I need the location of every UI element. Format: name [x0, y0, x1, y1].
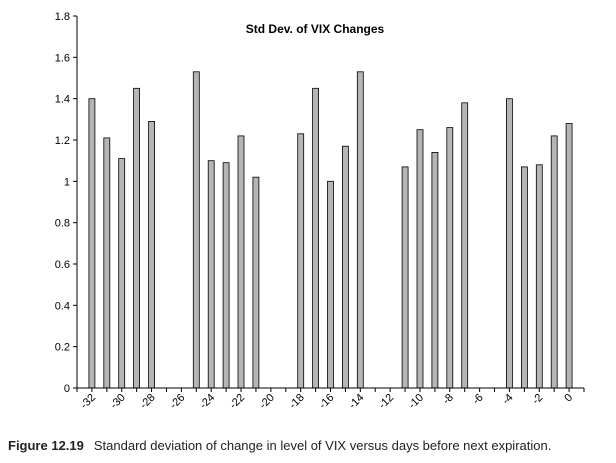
bar-day-0 — [565, 123, 573, 389]
bar-day-m25 — [192, 71, 200, 389]
x-tick-label: -6 — [470, 392, 485, 407]
bar-day-m29 — [133, 87, 141, 389]
bar-day-m9 — [431, 151, 439, 389]
bar-day-m23 — [222, 162, 230, 389]
bar-day-m15 — [341, 145, 349, 389]
x-tick-label: -32 — [78, 392, 98, 412]
x-tick-label: -22 — [227, 392, 247, 412]
bar-day-m14 — [356, 71, 364, 389]
y-tick-label: 1.2 — [55, 135, 70, 147]
y-tick-label: 0.2 — [55, 342, 70, 354]
x-tick-label: -20 — [257, 392, 277, 412]
x-tick-label: -28 — [138, 392, 158, 412]
y-tick-label: 0.4 — [55, 300, 70, 312]
figure-label: Figure 12.19 — [8, 438, 84, 453]
bar-day-m1 — [550, 135, 558, 389]
y-tick-label: 0.8 — [55, 218, 70, 230]
bar-day-m2 — [535, 164, 543, 389]
chart-title: Std Dev. of VIX Changes — [246, 22, 385, 36]
x-tick-label: -4 — [500, 392, 515, 407]
x-tick-label: -8 — [441, 392, 456, 407]
bar-day-m22 — [237, 135, 245, 389]
x-tick-label: 0 — [562, 392, 575, 405]
y-tick-label: 1.6 — [55, 52, 70, 64]
bar-day-m11 — [401, 166, 409, 389]
bar-day-m28 — [148, 121, 156, 389]
y-tick-label: 0 — [64, 383, 70, 395]
y-tick-label: 1 — [64, 176, 70, 188]
x-tick-label: -16 — [317, 392, 337, 412]
bar-day-m32 — [88, 98, 96, 389]
bar-day-m30 — [118, 158, 126, 389]
y-tick-label: 1.8 — [55, 11, 70, 23]
bar-day-m8 — [446, 127, 454, 389]
x-tick-label: -10 — [406, 392, 426, 412]
x-tick-label: -30 — [108, 392, 128, 412]
bar-day-m4 — [505, 98, 513, 389]
y-tick-label: 0.6 — [55, 259, 70, 271]
bar-day-m21 — [252, 176, 260, 389]
x-tick-label: -14 — [347, 392, 367, 412]
bar-day-m3 — [521, 166, 528, 389]
bar-day-m18 — [297, 133, 305, 389]
y-tick-label: 1.4 — [55, 94, 70, 106]
x-tick-label: -26 — [168, 392, 188, 412]
bar-day-m31 — [103, 137, 111, 389]
bar-day-m10 — [416, 129, 424, 389]
x-tick-label: -24 — [198, 392, 218, 412]
bar-chart: Std Dev. of VIX Changes 0 0.2 0.4 0.6 0.8 1 1.… — [55, 11, 585, 412]
bar-day-m17 — [312, 87, 320, 389]
bar-day-m24 — [207, 160, 215, 389]
bar-day-m7 — [461, 102, 469, 389]
figure-caption: Figure 12.19 Standard deviation of change… — [8, 438, 551, 453]
x-tick-label: -18 — [287, 392, 307, 412]
bar-day-m16 — [327, 180, 334, 389]
x-tick-label: -12 — [377, 392, 397, 412]
figure-caption-text: Standard deviation of change in level of… — [93, 438, 552, 453]
x-tick-label: -2 — [530, 392, 545, 407]
